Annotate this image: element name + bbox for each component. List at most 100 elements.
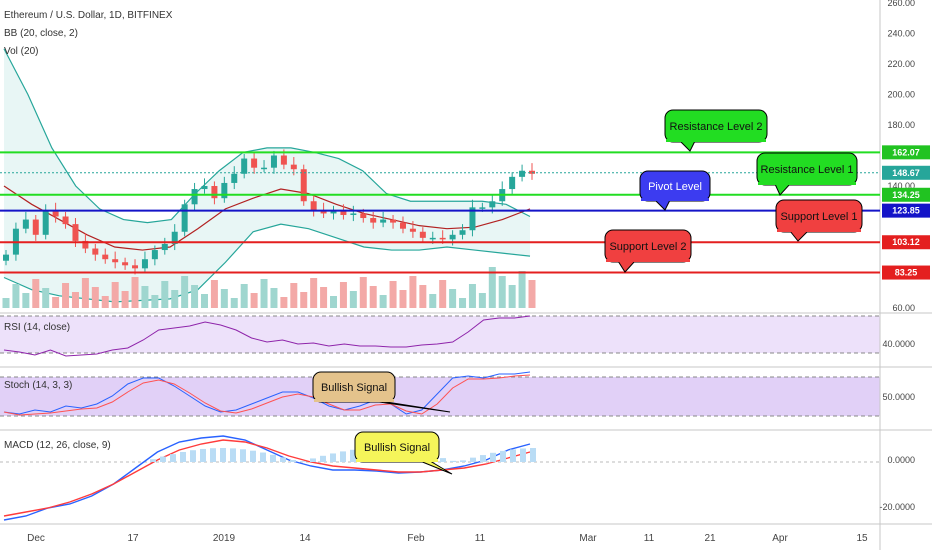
macd-hist-bar xyxy=(260,452,266,462)
callout-resistance-1-text: Resistance Level 1 xyxy=(761,164,854,176)
macd-hist-bar xyxy=(480,455,486,462)
volume-bar xyxy=(359,277,367,308)
callout-pivot: Pivot Level xyxy=(639,170,711,211)
candle-body xyxy=(52,210,59,217)
callout-bullish-macd-tail-cover xyxy=(356,459,438,462)
volume-bar xyxy=(181,276,189,308)
volume-bar xyxy=(32,279,40,308)
bb-basis-line xyxy=(3,185,531,251)
date-label: Dec xyxy=(27,533,45,544)
candle-body xyxy=(330,210,337,214)
candle-body xyxy=(479,207,486,209)
price-tag xyxy=(882,203,930,218)
candle-body xyxy=(529,170,535,174)
price-tag-label: 83.25 xyxy=(895,268,918,278)
callout-support-2: Support Level 2 xyxy=(604,229,692,273)
axis-tick-label: 260.00 xyxy=(887,0,915,8)
volume-bar xyxy=(81,278,89,308)
candle-body xyxy=(251,158,258,168)
axis-tick-label: 220.00 xyxy=(887,59,915,69)
macd-hist-bar xyxy=(490,452,496,462)
macd-hist-bar xyxy=(150,459,156,462)
volume-bar xyxy=(498,276,506,308)
macd-hist-bar xyxy=(280,457,286,462)
candle-body xyxy=(360,213,367,219)
callout-bullish-macd: Bullish Signal xyxy=(354,431,453,475)
candle-body xyxy=(201,186,208,190)
volume-bar xyxy=(52,297,60,308)
volume-bar xyxy=(71,292,79,308)
volume-bar xyxy=(310,278,318,308)
candle-body xyxy=(399,222,406,229)
callout-resistance-1-tail-cover xyxy=(758,182,856,185)
volume-bar xyxy=(459,298,467,308)
macd-tick-label: 0.0000 xyxy=(887,455,915,465)
candle-body xyxy=(22,219,29,229)
volume-bar xyxy=(429,294,437,308)
callout-resistance-2-text: Resistance Level 2 xyxy=(670,121,763,133)
volume-bar xyxy=(171,290,179,308)
macd-hist-bar xyxy=(300,461,306,462)
volume-bar xyxy=(161,281,169,308)
callout-support-1: Support Level 1 xyxy=(775,199,863,242)
volume-bar xyxy=(349,291,357,308)
price-tag xyxy=(882,187,930,202)
volume-bar xyxy=(508,285,516,308)
rsi-band xyxy=(0,316,880,353)
candle-body xyxy=(231,173,238,183)
axis-tick-label: 240.00 xyxy=(887,29,915,39)
rsi-line xyxy=(3,315,531,357)
macd-hist-bar xyxy=(250,450,256,462)
volume-bar xyxy=(141,286,149,308)
price-tag xyxy=(882,165,930,180)
callout-support-1-tail-cover xyxy=(777,229,861,232)
volume-bar xyxy=(220,289,228,308)
callout-bullish-macd-text: Bullish Signal xyxy=(364,442,430,454)
macd-hist-bar xyxy=(340,451,346,462)
macd-hist-bar xyxy=(180,451,186,462)
candle-body xyxy=(370,218,377,223)
callout-bullish-stoch: Bullish Signal xyxy=(312,371,451,413)
volume-bar xyxy=(12,284,20,308)
callout-support-2-text: Support Level 2 xyxy=(609,241,686,253)
candle-body xyxy=(42,210,49,235)
callout-pivot-text: Pivot Level xyxy=(648,181,702,193)
candle-body xyxy=(340,210,347,215)
candle-body xyxy=(409,228,416,232)
chart-title: Ethereum / U.S. Dollar, 1D, BITFINEX xyxy=(4,10,173,21)
date-label: 2019 xyxy=(213,533,236,544)
stoch-legend: Stoch (14, 3, 3) xyxy=(4,380,73,391)
candle-body xyxy=(419,231,426,238)
candle-body xyxy=(469,207,476,231)
callout-support-2-tail-cover xyxy=(606,259,690,262)
rsi-tick-label: 40.0000 xyxy=(882,339,915,349)
candle-body xyxy=(82,240,89,249)
volume-bar xyxy=(250,293,258,308)
price-tag-label: 162.07 xyxy=(892,147,920,157)
volume-bar xyxy=(518,271,526,308)
macd-hist-bar xyxy=(160,456,166,462)
candle-body xyxy=(300,169,307,202)
macd-hist-bar xyxy=(520,448,526,462)
volume-bar xyxy=(22,293,30,308)
volume-bar xyxy=(290,283,298,308)
candle-body xyxy=(241,158,248,174)
macd-hist-bar xyxy=(310,458,316,462)
volume-bar xyxy=(449,289,457,308)
candle-body xyxy=(320,210,327,214)
candle-body xyxy=(429,237,436,240)
macd-hist-bar xyxy=(190,450,196,462)
volume-bar xyxy=(191,285,199,308)
price-tag-label: 103.12 xyxy=(892,237,920,247)
date-label: Apr xyxy=(772,533,788,544)
volume-bar xyxy=(468,284,476,308)
candle-body xyxy=(92,248,99,255)
macd-hist-bar xyxy=(290,460,296,462)
date-label: 11 xyxy=(475,533,486,544)
volume-bar xyxy=(478,293,486,308)
price-tag xyxy=(882,145,930,160)
volume-bar xyxy=(379,295,387,308)
volume-bar xyxy=(210,280,218,308)
price-tag-label: 123.85 xyxy=(892,206,920,216)
